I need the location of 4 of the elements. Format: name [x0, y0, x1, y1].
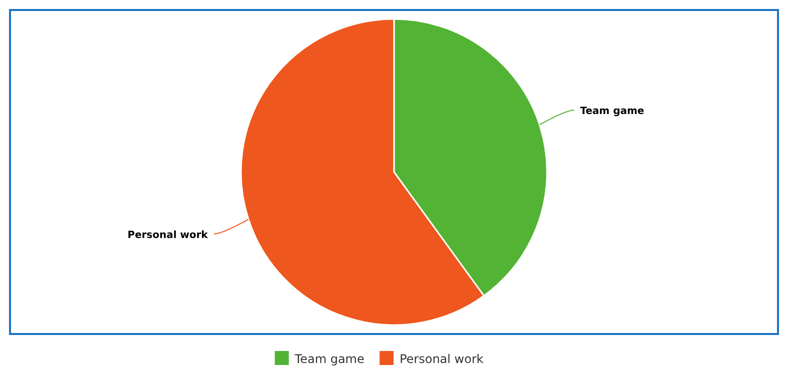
legend-label: Team game [294, 352, 364, 366]
legend-label: Personal work [400, 352, 484, 366]
slice-label: Personal work [128, 230, 208, 241]
slice-label: Team game [580, 106, 644, 118]
